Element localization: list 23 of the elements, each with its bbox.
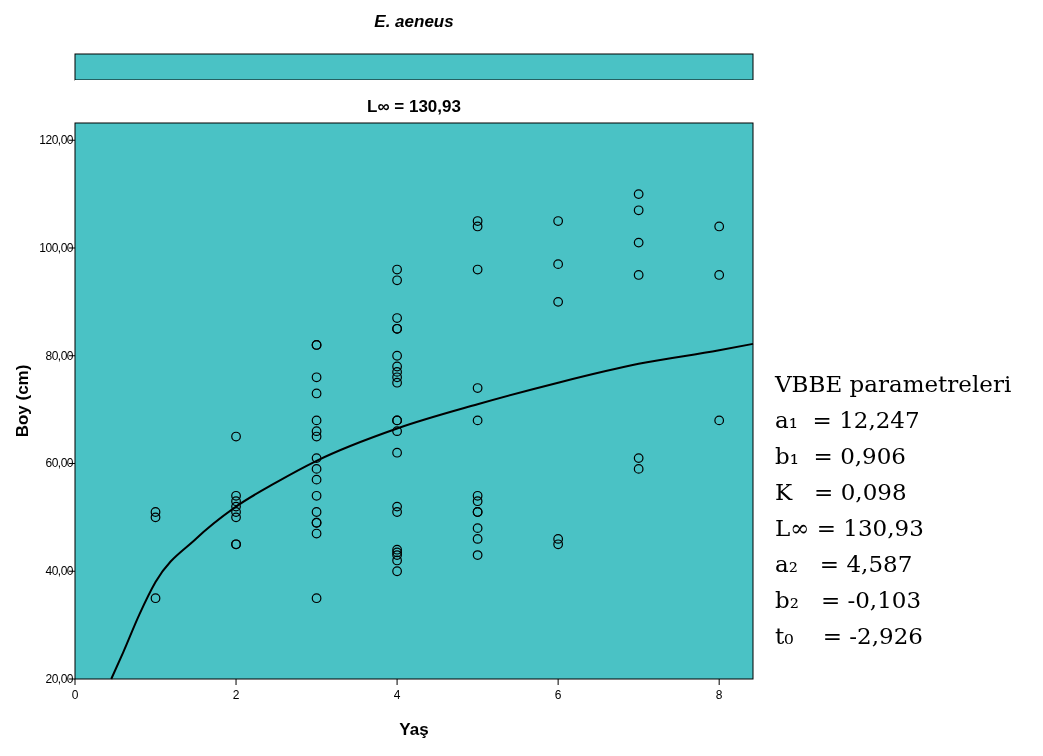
text: K = 0,098 [775, 479, 907, 505]
text: a₂ = 4,587 [775, 551, 913, 577]
y-tick-label: 80,00 [45, 348, 74, 363]
x-tick-label: 6 [554, 688, 562, 702]
x-tick-label: 2 [232, 688, 240, 702]
y-tick-label: 40,00 [45, 564, 74, 579]
text: VBBE parametreleri [774, 371, 1012, 397]
y-tick-label: 20,00 [45, 672, 74, 686]
chart-subtitle: L∞ = 130,93 [367, 97, 461, 116]
y-axis-title: Boy (cm) [13, 364, 32, 438]
chart-title: E. aeneus [374, 12, 454, 31]
x-tick-label: 4 [393, 688, 401, 702]
y-tick-label: 100,00 [39, 240, 74, 255]
text: t₀ = -2,926 [775, 623, 923, 649]
y-tick-label: 120,00 [39, 133, 74, 148]
x-tick-label: 0 [71, 688, 79, 702]
x-tick-label: 8 [715, 688, 723, 702]
text: a₁ = 12,247 [775, 407, 920, 433]
y-tick-label: 60,00 [45, 456, 74, 471]
text: b₁ = 0,906 [775, 443, 906, 469]
text: b₂ = -0,103 [775, 587, 922, 613]
x-axis-title: Yaş [399, 720, 429, 739]
text: L∞ = 130,93 [775, 515, 924, 541]
